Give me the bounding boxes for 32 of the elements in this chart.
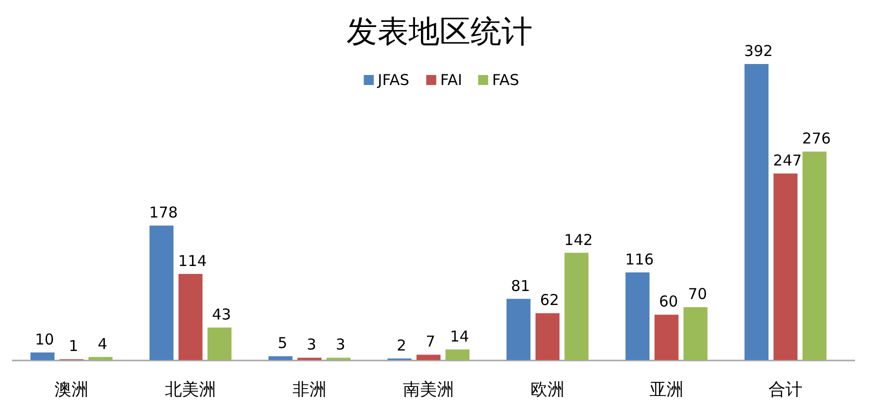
data-label: 10 (34, 330, 54, 348)
title: 发表地区统计 (346, 14, 532, 49)
data-label: 5 (278, 334, 288, 352)
category-label: 合计 (768, 380, 802, 399)
data-label: 3 (336, 336, 346, 354)
category-label: 南美洲 (403, 380, 454, 399)
data-label: 116 (625, 250, 654, 268)
data-label: 4 (98, 334, 108, 353)
data-label: 81 (510, 276, 530, 295)
data-label: 276 (802, 130, 831, 148)
data-label: 2 (396, 336, 406, 354)
data-label: 3 (306, 336, 316, 354)
legend-label: FAS (492, 71, 520, 89)
category-label: 欧洲 (530, 380, 564, 399)
data-label: 60 (658, 292, 678, 311)
data-label: 62 (540, 291, 560, 310)
category-label: 北美洲 (165, 380, 216, 399)
data-label: 7 (426, 332, 436, 351)
legend-label: JFAS (378, 71, 410, 89)
data-label: 1 (68, 337, 78, 356)
data-label: 70 (688, 285, 708, 304)
legend-label: FAI (440, 71, 462, 89)
data-label: 114 (178, 252, 207, 270)
category-label: 非洲 (292, 380, 326, 399)
category-label: 澳洲 (54, 380, 88, 399)
data-label: 247 (773, 152, 802, 170)
data-label: 392 (744, 42, 773, 60)
data-label: 178 (149, 204, 178, 222)
data-label: 142 (564, 230, 593, 249)
category-label: 亚洲 (650, 380, 684, 399)
data-label: 43 (212, 306, 232, 324)
data-label: 14 (450, 327, 470, 346)
